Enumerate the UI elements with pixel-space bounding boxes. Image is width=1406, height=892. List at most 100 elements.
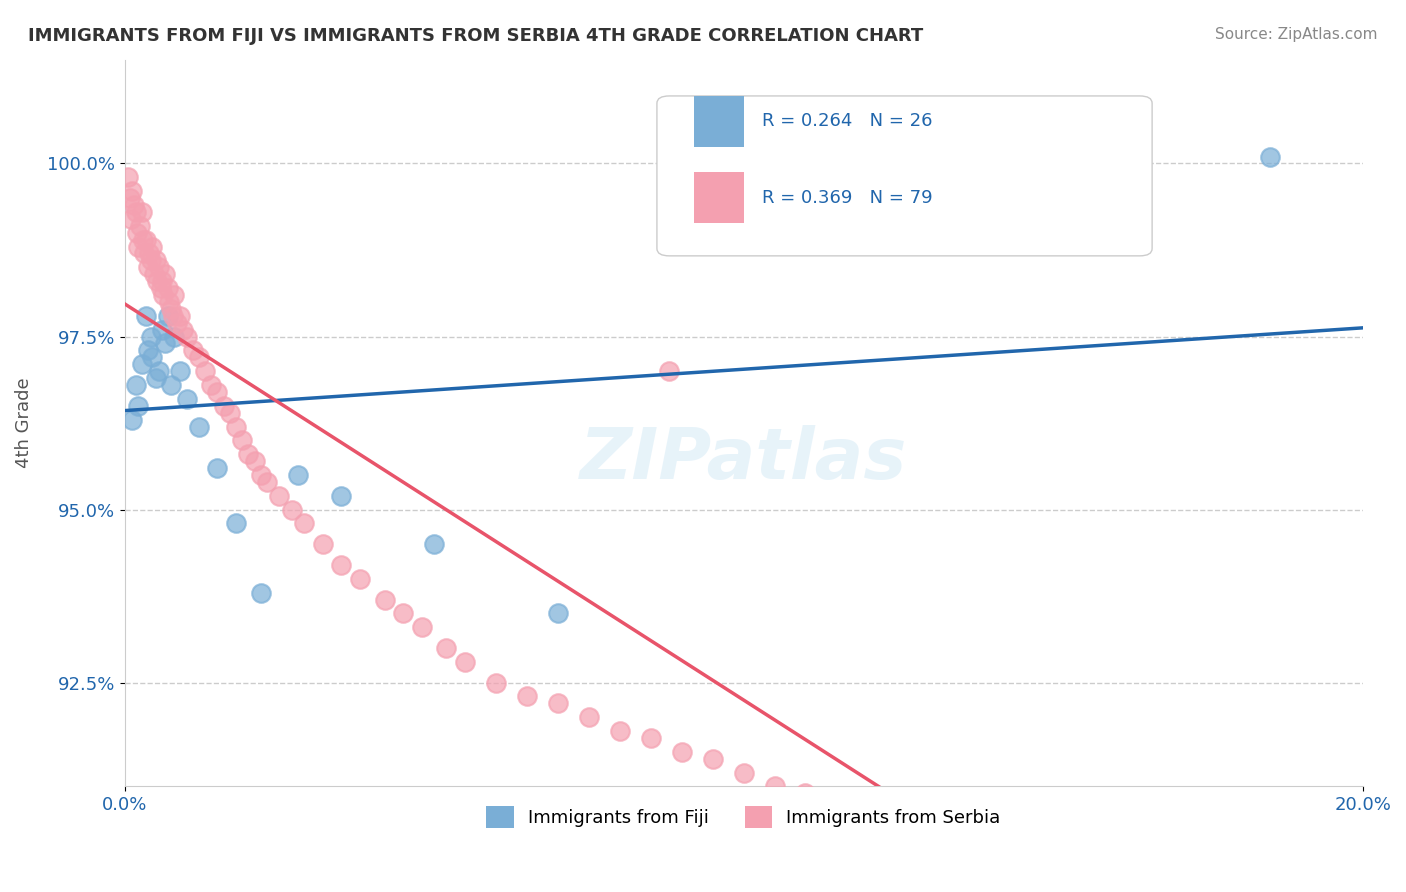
Point	[166, 316, 188, 330]
Point	[148, 364, 170, 378]
Point	[139, 253, 162, 268]
Point	[139, 329, 162, 343]
Point	[794, 786, 817, 800]
Point	[163, 288, 186, 302]
Point	[132, 233, 155, 247]
Bar	[695, 172, 744, 223]
Point	[1166, 870, 1188, 884]
Point	[1104, 855, 1126, 870]
Point	[150, 274, 173, 288]
Point	[207, 384, 229, 399]
Point	[156, 281, 179, 295]
Point	[169, 364, 191, 378]
Point	[436, 640, 458, 655]
Point	[547, 697, 569, 711]
Point	[176, 392, 198, 406]
Point	[256, 475, 278, 489]
Point	[145, 253, 167, 268]
Legend: Immigrants from Fiji, Immigrants from Serbia: Immigrants from Fiji, Immigrants from Se…	[479, 799, 1008, 836]
Point	[125, 378, 148, 392]
Point	[149, 281, 172, 295]
Point	[1258, 149, 1281, 163]
Point	[330, 558, 353, 572]
Point	[121, 184, 143, 198]
Point	[243, 454, 266, 468]
Y-axis label: 4th Grade: 4th Grade	[15, 377, 32, 468]
Point	[349, 572, 371, 586]
Point	[702, 752, 724, 766]
Point	[280, 502, 302, 516]
Point	[135, 233, 157, 247]
Point	[146, 274, 169, 288]
Point	[125, 205, 148, 219]
Point	[141, 351, 163, 365]
Point	[121, 412, 143, 426]
Bar	[695, 96, 744, 147]
Point	[145, 371, 167, 385]
Point	[163, 329, 186, 343]
Point	[980, 828, 1002, 842]
Point	[127, 239, 149, 253]
Point	[1042, 842, 1064, 856]
Point	[187, 419, 209, 434]
Point	[187, 351, 209, 365]
Point	[148, 260, 170, 275]
Point	[118, 191, 141, 205]
Point	[207, 461, 229, 475]
Point	[763, 780, 786, 794]
Point	[129, 219, 152, 233]
Point	[516, 690, 538, 704]
Point	[658, 364, 681, 378]
Point	[125, 226, 148, 240]
Point	[578, 710, 600, 724]
Text: R = 0.369   N = 79: R = 0.369 N = 79	[762, 189, 932, 207]
Point	[127, 399, 149, 413]
Point	[150, 322, 173, 336]
Point	[249, 467, 271, 482]
Text: R = 0.264   N = 26: R = 0.264 N = 26	[762, 112, 932, 130]
Point	[225, 419, 247, 434]
Point	[312, 537, 335, 551]
Point	[218, 406, 240, 420]
Point	[1227, 883, 1250, 892]
Point	[238, 447, 260, 461]
Point	[138, 246, 160, 260]
Point	[153, 336, 176, 351]
Point	[160, 378, 183, 392]
Point	[176, 329, 198, 343]
Point	[136, 343, 159, 358]
Point	[120, 211, 142, 226]
Point	[609, 724, 631, 739]
Point	[856, 800, 879, 814]
Point	[287, 467, 309, 482]
Point	[292, 516, 315, 531]
Point	[423, 537, 446, 551]
Point	[269, 489, 291, 503]
Point	[200, 378, 222, 392]
Point	[212, 399, 235, 413]
Point	[485, 675, 508, 690]
Point	[172, 322, 194, 336]
Point	[156, 309, 179, 323]
Point	[733, 765, 755, 780]
Point	[160, 301, 183, 316]
Point	[671, 745, 693, 759]
Point	[225, 516, 247, 531]
Point	[141, 239, 163, 253]
Point	[454, 655, 477, 669]
Point	[640, 731, 662, 745]
FancyBboxPatch shape	[657, 96, 1152, 256]
Point	[194, 364, 217, 378]
Point	[134, 246, 156, 260]
Point	[162, 309, 184, 323]
Point	[152, 288, 174, 302]
Point	[135, 309, 157, 323]
Point	[131, 205, 153, 219]
Point	[374, 592, 396, 607]
Text: IMMIGRANTS FROM FIJI VS IMMIGRANTS FROM SERBIA 4TH GRADE CORRELATION CHART: IMMIGRANTS FROM FIJI VS IMMIGRANTS FROM …	[28, 27, 924, 45]
Point	[392, 607, 415, 621]
Point	[136, 260, 159, 275]
Point	[231, 434, 253, 448]
Point	[249, 585, 271, 599]
Point	[122, 198, 145, 212]
